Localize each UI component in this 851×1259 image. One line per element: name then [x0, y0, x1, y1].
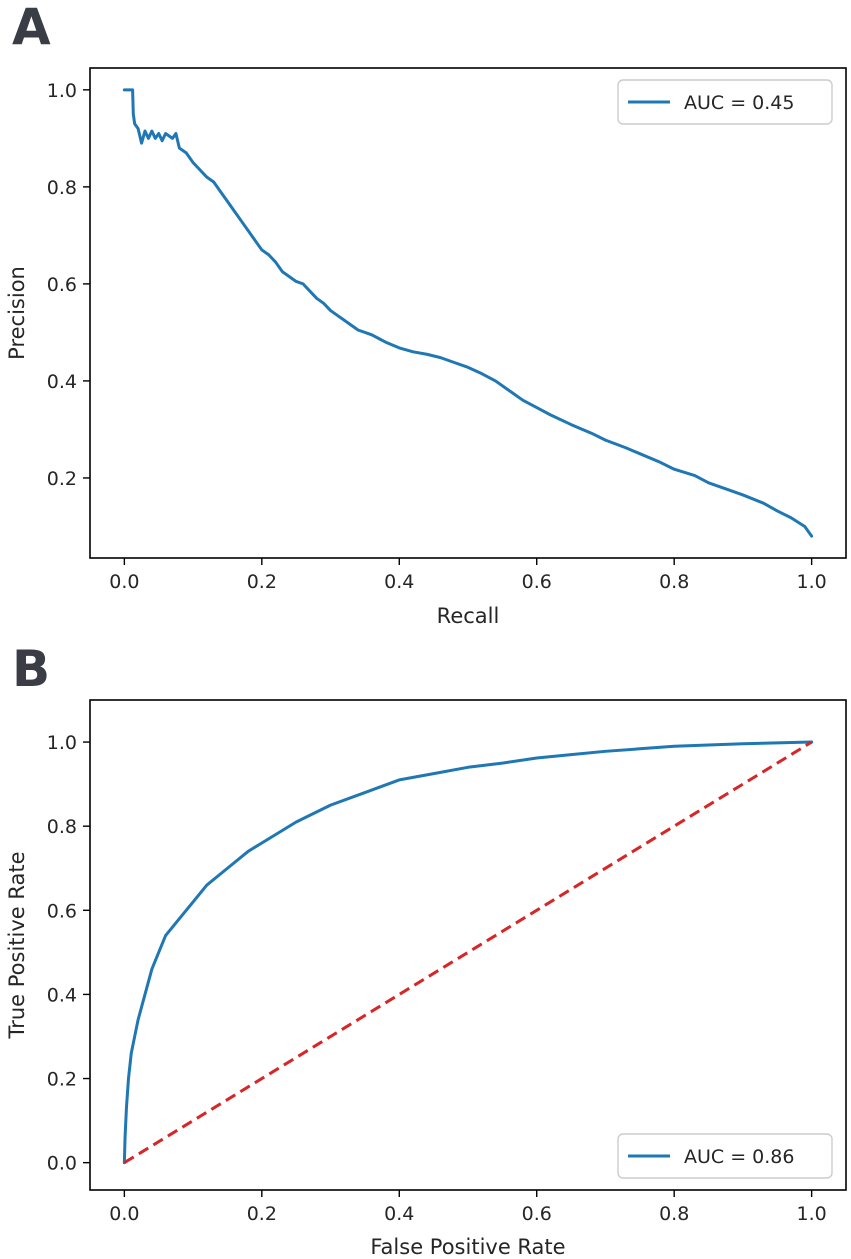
- x-tick-label-b: 1.0: [797, 1203, 827, 1225]
- x-tick-label-a: 0.2: [247, 571, 277, 593]
- legend-box-a: [617, 79, 833, 125]
- y-tick-label-a: 0.6: [47, 274, 77, 296]
- x-tick-label-a: 1.0: [797, 571, 827, 593]
- y-tick-label-b: 1.0: [47, 732, 77, 754]
- y-tick-label-b: 0.6: [47, 900, 77, 922]
- y-tick-label-b: 0.0: [47, 1153, 77, 1175]
- panel-letter-b: B: [12, 640, 50, 698]
- y-tick-label-b: 0.4: [47, 984, 77, 1006]
- y-tick-label-a: 0.2: [47, 468, 77, 490]
- plot-frame-b: [89, 699, 847, 1191]
- y-axis-label-a: Precision: [5, 266, 29, 360]
- x-tick-label-b: 0.4: [384, 1203, 414, 1225]
- y-tick-label-b: 0.2: [47, 1069, 77, 1091]
- x-tick-label-b: 0.2: [247, 1203, 277, 1225]
- x-axis-label-a: Recall: [437, 604, 500, 628]
- legend-b: AUC = 0.86: [617, 1133, 833, 1179]
- plot-area-b: [122, 740, 814, 1165]
- x-tick-label-a: 0.4: [384, 571, 414, 593]
- y-tick-label-b: 0.8: [47, 816, 77, 838]
- x-tick-label-b: 0.6: [522, 1203, 552, 1225]
- y-tick-label-a: 0.4: [47, 371, 77, 393]
- y-tick-label-a: 1.0: [47, 80, 77, 102]
- chance-line-b: [123, 740, 813, 1164]
- legend-box-b: [617, 1133, 833, 1179]
- y-axis-label-b: True Positive Rate: [5, 851, 29, 1039]
- x-axis-label-b: False Positive Rate: [370, 1235, 565, 1259]
- plot-frame-a: [89, 67, 847, 559]
- panel-letter-a: A: [12, 0, 51, 56]
- legend-label-b: AUC = 0.86: [684, 1146, 794, 1168]
- legend-a: AUC = 0.45: [617, 79, 833, 125]
- x-tick-label-a: 0.0: [109, 571, 139, 593]
- x-tick-label-b: 0.8: [659, 1203, 689, 1225]
- plot-area-a: [122, 88, 814, 538]
- chart-b-roc: 0.0 0.2 0.4 0.6 0.8 1.0 0.0 0.2 0.4 0.6 0.8 1.0 Fals…: [5, 699, 847, 1259]
- x-tick-label-a: 0.8: [659, 571, 689, 593]
- legend-label-a: AUC = 0.45: [684, 92, 794, 114]
- y-tick-label-a: 0.8: [47, 177, 77, 199]
- chart-a-precision-recall: 0.0 0.2 0.4 0.6 0.8 1.0 0.2 0.4 0.6 0.8 1.0 Recall P…: [5, 67, 847, 628]
- x-tick-label-a: 0.6: [522, 571, 552, 593]
- series-line-b-0: [122, 740, 814, 1165]
- x-tick-label-b: 0.0: [109, 1203, 139, 1225]
- series-line-a-0: [122, 88, 814, 538]
